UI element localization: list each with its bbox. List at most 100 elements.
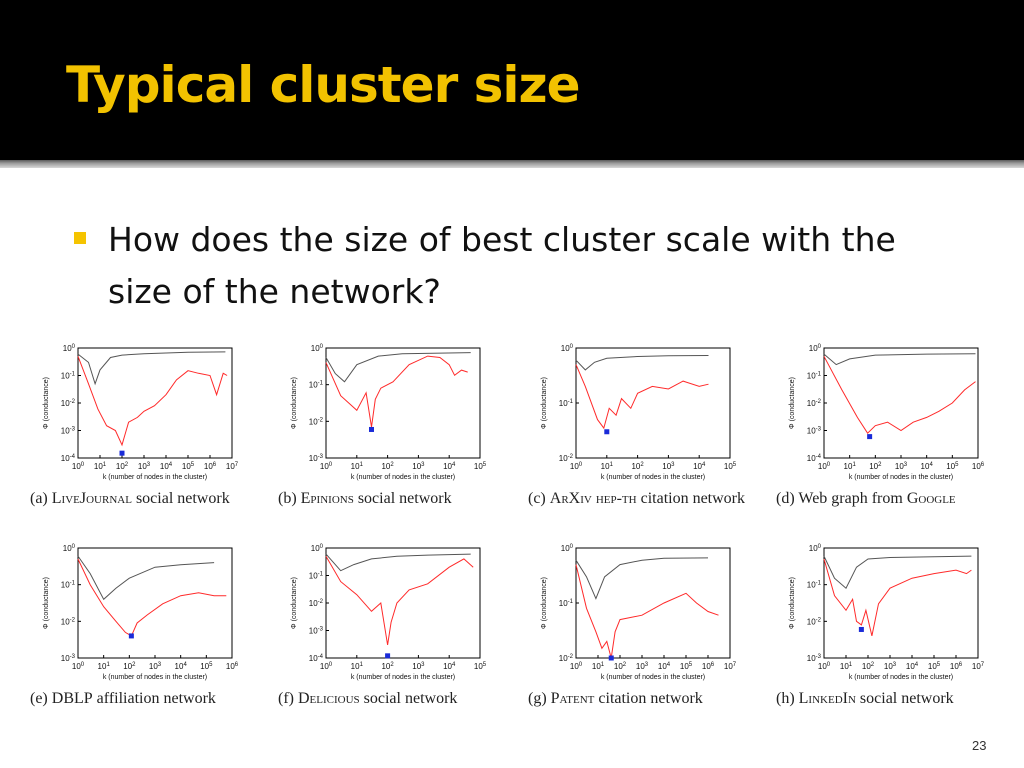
y-tick-label: 10-2 xyxy=(61,617,76,626)
y-tick-label: 10-2 xyxy=(559,654,574,663)
x-axis-label: k (number of nodes in the cluster) xyxy=(601,474,705,481)
x-tick-label: 104 xyxy=(921,462,934,471)
x-tick-label: 107 xyxy=(226,462,239,471)
x-axis-label: k (number of nodes in the cluster) xyxy=(351,674,455,681)
x-tick-label: 103 xyxy=(636,662,649,671)
plot-frame xyxy=(77,547,233,659)
best-conductance-curve xyxy=(77,558,227,637)
x-tick-label: 104 xyxy=(160,462,173,471)
plot-frame xyxy=(823,347,979,459)
x-axis-label: k (number of nodes in the cluster) xyxy=(103,674,207,681)
y-axis-label: Φ (conductance) xyxy=(789,577,796,629)
x-axis-label: k (number of nodes in the cluster) xyxy=(849,674,953,681)
best-conductance-curve xyxy=(823,558,972,637)
bag-of-whiskers-curve xyxy=(325,352,471,383)
x-tick-label: 104 xyxy=(443,462,456,471)
chart-caption: (h) LinkedIn social network xyxy=(776,688,1004,710)
x-tick-label: 106 xyxy=(204,462,217,471)
minimum-marker xyxy=(385,653,391,659)
y-tick-label: 10-1 xyxy=(807,372,822,381)
minimum-marker xyxy=(867,434,873,440)
y-tick-label: 10-4 xyxy=(807,454,822,463)
title-rule xyxy=(0,160,1024,168)
y-tick-label: 10-2 xyxy=(309,417,324,426)
x-tick-label: 100 xyxy=(818,462,831,471)
caption-text: social network xyxy=(353,490,452,507)
y-tick-label: 10-1 xyxy=(807,581,822,590)
x-axis-label: k (number of nodes in the cluster) xyxy=(849,474,953,481)
title-bar: Typical cluster size xyxy=(0,0,1024,168)
y-tick-label: 10-4 xyxy=(61,454,76,463)
caption-text: citation network xyxy=(594,690,703,707)
x-tick-label: 100 xyxy=(570,662,583,671)
caption-label: (e) xyxy=(30,690,52,707)
caption-label: (a) xyxy=(30,490,52,507)
x-tick-label: 101 xyxy=(844,462,857,471)
x-tick-label: 105 xyxy=(928,662,941,671)
chart-svg: 100 101 102 103 104 105 106 10-4 10-3 10-2 10-1 100… xyxy=(789,344,985,481)
bag-of-whiskers-curve xyxy=(77,555,215,601)
x-tick-label: 105 xyxy=(680,662,693,671)
x-tick-label: 102 xyxy=(381,462,394,471)
chart-panel-a: 100 101 102 103 104 105 106 107 10-4 10-3 10-2 10-1… xyxy=(30,340,258,510)
bag-of-whiskers-curve xyxy=(575,557,709,600)
x-tick-label: 102 xyxy=(381,662,394,671)
x-tick-label: 103 xyxy=(149,662,162,671)
x-tick-label: 107 xyxy=(972,662,985,671)
bag-of-whiskers-curve xyxy=(325,553,471,572)
slide-number: 23 xyxy=(972,738,987,753)
x-tick-label: 104 xyxy=(175,662,188,671)
caption-label: (c) xyxy=(528,490,550,507)
y-axis-label: Φ (conductance) xyxy=(43,577,50,629)
chart-caption: (b) Epinions social network xyxy=(278,488,506,510)
y-tick-label: 100 xyxy=(311,344,324,353)
slide-title: Typical cluster size xyxy=(66,56,581,114)
minimum-marker xyxy=(858,626,864,632)
chart-caption: (a) LiveJournal social network xyxy=(30,488,258,510)
x-tick-label: 100 xyxy=(570,462,583,471)
x-axis-label: k (number of nodes in the cluster) xyxy=(103,474,207,481)
chart-svg: 100 101 102 103 104 105 106 107 10-3 10-2 10-1 100 k… xyxy=(789,544,985,681)
x-tick-label: 103 xyxy=(412,662,425,671)
x-tick-label: 102 xyxy=(631,462,644,471)
caption-text: citation network xyxy=(636,490,746,507)
minimum-marker xyxy=(119,450,125,456)
chart-panel-d: 100 101 102 103 104 105 106 10-4 10-3 10-2 10-1 100… xyxy=(776,340,1004,510)
x-tick-label: 105 xyxy=(946,462,959,471)
x-tick-label: 100 xyxy=(72,662,85,671)
caption-network-name: Patent xyxy=(550,690,595,707)
y-tick-label: 10-3 xyxy=(61,427,76,436)
x-tick-label: 101 xyxy=(840,662,853,671)
y-tick-label: 10-2 xyxy=(807,399,822,408)
y-tick-label: 10-1 xyxy=(559,399,574,408)
x-tick-label: 103 xyxy=(884,662,897,671)
x-axis-label: k (number of nodes in the cluster) xyxy=(351,474,455,481)
best-conductance-curve xyxy=(823,356,976,434)
caption-label: (f) xyxy=(278,690,298,707)
best-conductance-curve xyxy=(575,364,709,430)
caption-text: Web graph from xyxy=(798,490,907,507)
x-tick-label: 104 xyxy=(443,662,456,671)
x-tick-label: 105 xyxy=(200,662,213,671)
caption-label: (d) xyxy=(776,490,799,507)
caption-network-name: LinkedIn xyxy=(798,690,856,707)
x-tick-label: 105 xyxy=(474,462,487,471)
minimum-marker xyxy=(368,426,374,432)
y-tick-label: 10-3 xyxy=(309,454,324,463)
y-tick-label: 100 xyxy=(809,544,822,553)
x-tick-label: 100 xyxy=(320,662,333,671)
y-tick-label: 10-1 xyxy=(309,572,324,581)
x-tick-label: 100 xyxy=(818,662,831,671)
y-tick-label: 10-3 xyxy=(807,654,822,663)
bag-of-whiskers-curve xyxy=(77,351,226,386)
chart-caption: (g) Patent citation network xyxy=(528,688,756,710)
y-axis-label: Φ (conductance) xyxy=(43,377,50,429)
chart-caption: (f) Delicious social network xyxy=(278,688,506,710)
plot-frame xyxy=(325,547,481,659)
chart-panel-h: 100 101 102 103 104 105 106 107 10-3 10-2 10-1 100 k… xyxy=(776,540,1004,710)
y-tick-label: 100 xyxy=(63,544,76,553)
chart-panel-c: 100 101 102 103 104 105 10-2 10-1 100 k (number o… xyxy=(528,340,756,510)
y-axis-label: Φ (conductance) xyxy=(789,377,796,429)
caption-label: (b) xyxy=(278,490,301,507)
x-tick-label: 103 xyxy=(662,462,675,471)
